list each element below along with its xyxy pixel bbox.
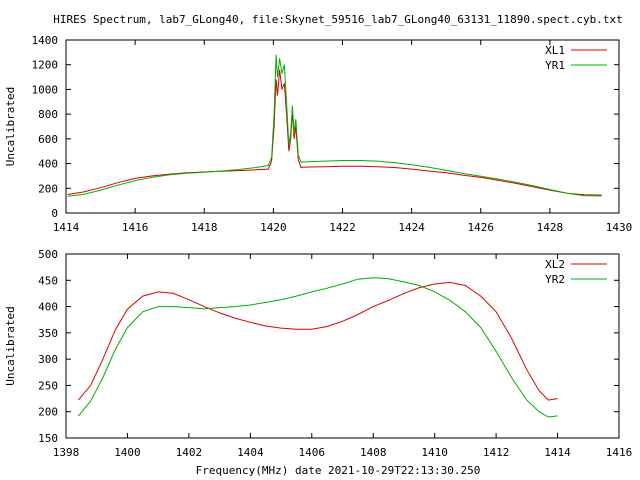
- legend-label: XL1: [545, 44, 565, 57]
- y-axis-label: Uncalibrated: [4, 87, 17, 166]
- y-axis-label: Uncalibrated: [4, 306, 17, 385]
- x-tick-label: 1426: [468, 221, 495, 234]
- x-axis-label: Frequency(MHz) date 2021-10-29T22:13:30.…: [196, 464, 481, 477]
- x-tick-label: 1430: [606, 221, 633, 234]
- y-tick-label: 200: [38, 406, 58, 419]
- y-tick-label: 350: [38, 327, 58, 340]
- series-line-yr2: [77, 277, 558, 418]
- y-tick-label: 200: [38, 182, 58, 195]
- x-tick-label: 1406: [299, 446, 326, 459]
- legend-label: XL2: [545, 258, 565, 271]
- y-tick-label: 1000: [32, 83, 59, 96]
- panel-top: 0 200 400 600 800 1000 1200 1400 1414 1416 1418 142…: [4, 34, 632, 234]
- x-tick-label: 1416: [122, 221, 149, 234]
- y-tick-label: 300: [38, 353, 58, 366]
- y-tick-label: 1200: [32, 59, 59, 72]
- y-tick-label: 250: [38, 379, 58, 392]
- x-tick-label: 1428: [537, 221, 564, 234]
- chart-title: HIRES Spectrum, lab7_GLong40, file:Skyne…: [53, 13, 623, 26]
- x-tick-label: 1414: [53, 221, 80, 234]
- x-tick-label: 1408: [360, 446, 387, 459]
- x-tick-label: 1404: [237, 446, 264, 459]
- y-tick-label: 800: [38, 108, 58, 121]
- y-tick-label: 1400: [32, 34, 59, 47]
- x-tick-label: 1424: [398, 221, 425, 234]
- panel-bottom: 150 200 250 300 350 400 450 500 1398 1400 1402 1404…: [4, 248, 632, 459]
- x-tick-label: 1418: [191, 221, 218, 234]
- y-tick-label: 600: [38, 133, 58, 146]
- y-tick-label: 150: [38, 432, 58, 445]
- y-tick-label: 400: [38, 301, 58, 314]
- legend-label: YR2: [545, 273, 565, 286]
- x-tick-label: 1414: [544, 446, 571, 459]
- x-tick-label: 1422: [329, 221, 356, 234]
- series-line-xl2: [77, 281, 558, 401]
- x-tick-label: 1398: [53, 446, 80, 459]
- y-tick-label: 500: [38, 248, 58, 261]
- x-tick-label: 1412: [483, 446, 510, 459]
- x-tick-label: 1402: [176, 446, 203, 459]
- series-line-yr1: [67, 54, 602, 197]
- y-tick-label: 0: [51, 207, 58, 220]
- plot-frame: [65, 253, 620, 439]
- x-tick-label: 1400: [114, 446, 141, 459]
- x-tick-label: 1410: [421, 446, 448, 459]
- y-tick-label: 400: [38, 158, 58, 171]
- series-line-xl1: [67, 69, 602, 196]
- x-tick-label: 1420: [260, 221, 287, 234]
- x-tick-label: 1416: [606, 446, 633, 459]
- legend-label: YR1: [545, 59, 565, 72]
- y-tick-label: 450: [38, 274, 58, 287]
